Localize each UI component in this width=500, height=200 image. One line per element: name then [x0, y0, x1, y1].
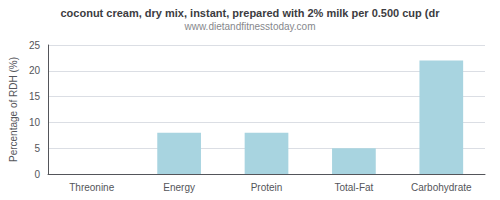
svg-text:Carbohydrate: Carbohydrate — [411, 182, 472, 193]
svg-text:Threonine: Threonine — [69, 182, 114, 193]
svg-text:15: 15 — [29, 91, 41, 102]
svg-text:Percentage of RDH (%): Percentage of RDH (%) — [8, 57, 19, 162]
svg-text:Total-Fat: Total-Fat — [334, 182, 373, 193]
svg-text:Protein: Protein — [251, 182, 283, 193]
svg-text:www.dietandfitnesstoday.com: www.dietandfitnesstoday.com — [184, 21, 316, 32]
svg-text:5: 5 — [34, 143, 40, 154]
svg-text:25: 25 — [29, 40, 41, 51]
svg-text:Energy: Energy — [163, 182, 195, 193]
svg-text:20: 20 — [29, 65, 41, 76]
svg-text:coconut cream, dry mix, instan: coconut cream, dry mix, instant, prepare… — [60, 7, 440, 19]
svg-text:0: 0 — [34, 169, 40, 180]
svg-text:10: 10 — [29, 117, 41, 128]
